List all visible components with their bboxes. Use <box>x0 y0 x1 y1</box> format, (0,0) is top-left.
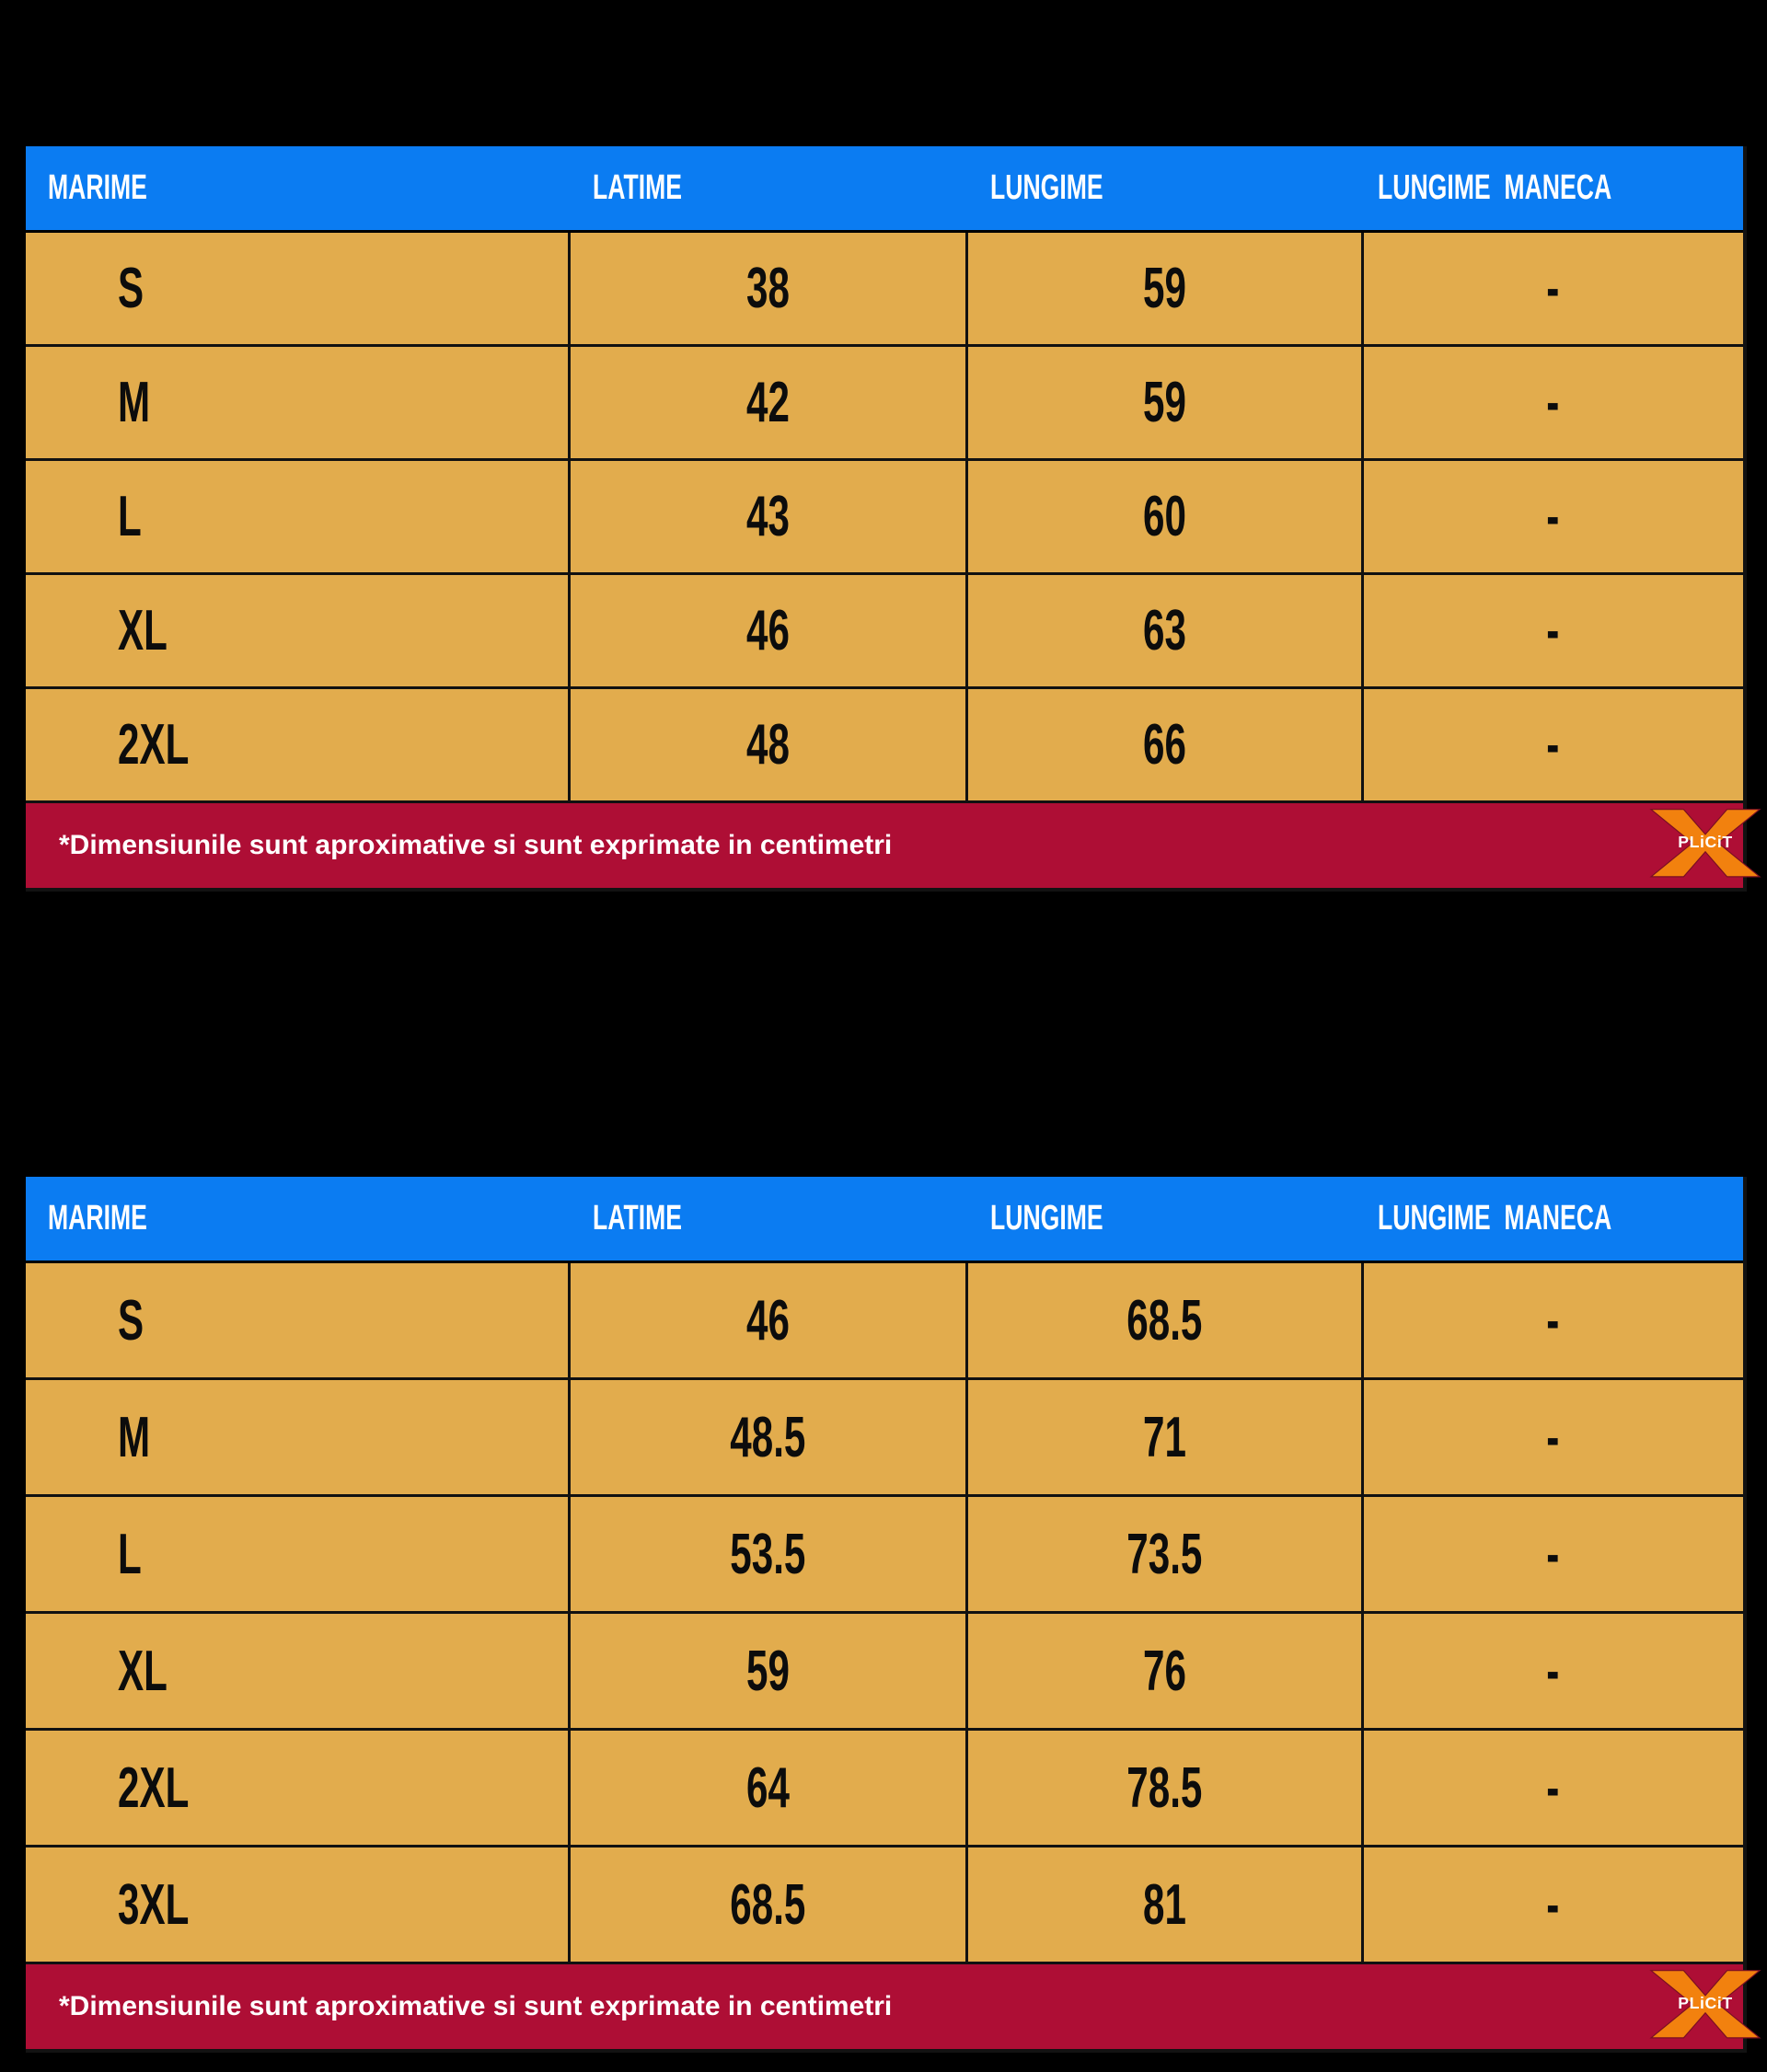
svg-text:PLiCiT: PLiCiT <box>1678 1994 1733 2012</box>
svg-text:PLiCiT: PLiCiT <box>1678 833 1733 851</box>
